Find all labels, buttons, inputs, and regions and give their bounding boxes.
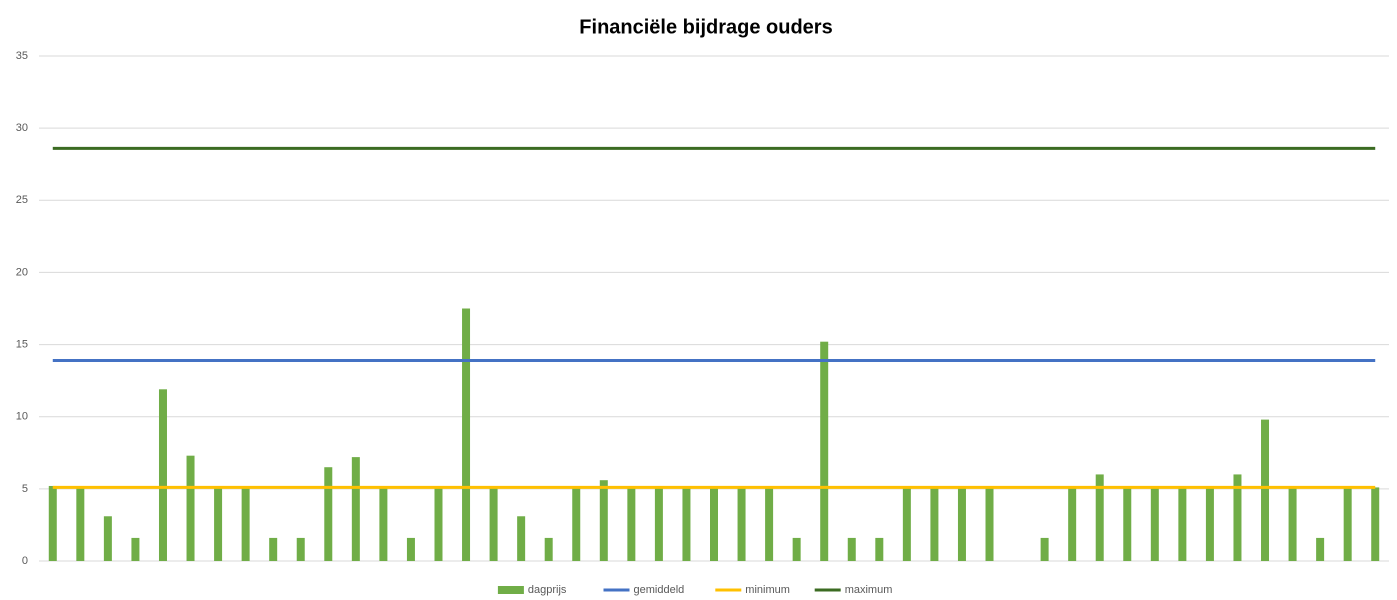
legend-label: dagprijs <box>528 584 567 596</box>
bar <box>792 537 801 561</box>
bar <box>572 487 581 561</box>
bar <box>158 389 167 561</box>
bar <box>406 537 415 561</box>
bar <box>737 487 746 561</box>
bar <box>1150 487 1159 561</box>
bar <box>765 487 774 561</box>
y-tick-label: 15 <box>16 338 28 350</box>
bar <box>627 487 636 561</box>
bar <box>930 487 939 561</box>
bar <box>875 537 884 561</box>
bar <box>379 487 388 561</box>
legend-label: maximum <box>845 584 893 596</box>
y-tick-label: 0 <box>22 555 28 567</box>
bar <box>1343 487 1352 561</box>
bar <box>985 487 994 561</box>
bar <box>654 487 663 561</box>
bar <box>351 457 360 561</box>
bar <box>324 467 333 561</box>
bar <box>599 480 608 561</box>
bar <box>847 537 856 561</box>
bar <box>544 537 553 561</box>
bar <box>434 487 443 561</box>
bar <box>103 516 112 561</box>
bar <box>957 487 966 561</box>
bar <box>1040 537 1049 561</box>
y-tick-label: 20 <box>16 266 28 278</box>
bar <box>1205 487 1214 561</box>
bar <box>296 537 305 561</box>
bar <box>76 487 85 561</box>
bar <box>820 341 829 561</box>
y-tick-label: 30 <box>16 122 28 134</box>
bar <box>241 487 250 561</box>
bar <box>1068 487 1077 561</box>
bar <box>1261 419 1270 561</box>
bar <box>1095 474 1104 561</box>
bar <box>1288 487 1297 561</box>
legend-label: gemiddeld <box>634 584 685 596</box>
bar <box>1178 487 1187 561</box>
bar <box>462 308 471 561</box>
bar <box>186 455 195 561</box>
legend-label: minimum <box>745 584 790 596</box>
y-tick-label: 35 <box>16 50 28 62</box>
chart-title: Financiële bijdrage ouders <box>579 16 832 38</box>
bar <box>269 537 278 561</box>
y-tick-label: 5 <box>22 483 28 495</box>
bar <box>214 487 223 561</box>
bar <box>131 537 140 561</box>
bar <box>1123 487 1132 561</box>
bar <box>48 485 57 561</box>
bar <box>489 487 498 561</box>
bar <box>1233 474 1242 561</box>
y-tick-label: 25 <box>16 194 28 206</box>
y-tick-label: 10 <box>16 411 28 423</box>
legend-swatch <box>497 586 524 594</box>
bar <box>1316 537 1325 561</box>
bar <box>682 487 691 561</box>
bar <box>902 487 911 561</box>
bar <box>517 516 526 561</box>
bar <box>1371 487 1380 561</box>
bar <box>710 487 718 561</box>
